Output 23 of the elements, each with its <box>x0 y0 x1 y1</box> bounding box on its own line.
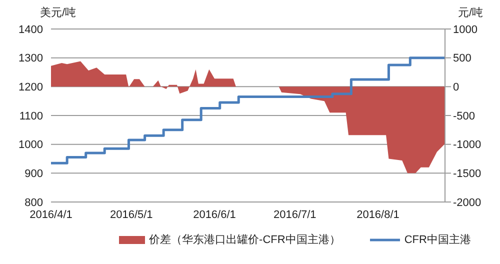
y2-tick-label: -1500 <box>453 168 482 180</box>
x-tick-label: 2016/5/1 <box>110 208 153 221</box>
x-tick-label: 2016/8/1 <box>356 208 400 221</box>
y-tick-label: 1000 <box>18 139 43 152</box>
y-tick-label: 1200 <box>18 82 43 94</box>
x-tick-label: 2016/6/1 <box>193 208 236 221</box>
y2-tick-label: 0 <box>453 82 460 94</box>
x-tick-label: 2016/7/1 <box>273 208 316 221</box>
y-axis-title: 美元/吨 <box>40 6 76 19</box>
legend-label: 价差（华东港口出罐价-CFR中国主港） <box>149 232 340 247</box>
x-tick-label: 2016/4/1 <box>30 208 72 221</box>
y2-tick-label: 1000 <box>453 24 478 36</box>
legend-label: CFR中国主港 <box>404 232 471 247</box>
y-tick-label: 1400 <box>18 24 43 36</box>
y-tick-label: 1300 <box>18 52 43 65</box>
y-tick-label: 1100 <box>19 110 43 122</box>
y2-tick-label: -1000 <box>453 139 482 152</box>
y2-tick-label: -2000 <box>453 196 482 209</box>
y2-tick-label: 500 <box>453 52 472 65</box>
y2-tick-label: -500 <box>453 110 476 122</box>
y2-axis-title: 元/吨 <box>458 6 483 19</box>
y-tick-label: 900 <box>24 168 43 180</box>
y-tick-label: 800 <box>24 196 43 209</box>
